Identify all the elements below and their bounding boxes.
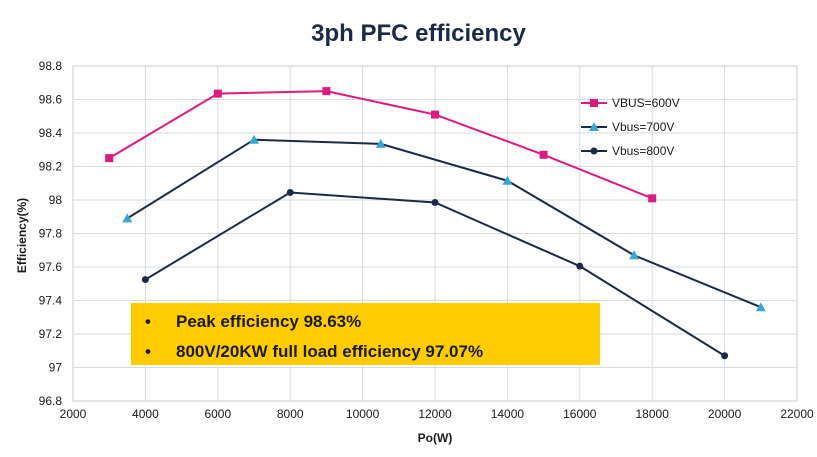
data-point-vbus-800v	[576, 262, 584, 270]
x-tick-label: 14000	[491, 407, 525, 421]
y-tick-label: 97.2	[39, 327, 63, 341]
annotation-box	[131, 303, 600, 365]
x-tick-label: 22000	[780, 407, 814, 421]
legend-marker-vbus-800v	[590, 147, 598, 155]
x-tick-label: 10000	[346, 407, 380, 421]
data-point-vbus-600v	[539, 150, 548, 159]
y-tick-label: 97.8	[39, 227, 63, 241]
x-tick-label: 16000	[563, 407, 597, 421]
data-point-vbus-700v	[755, 302, 766, 312]
series-line-vbus-600v	[108, 90, 653, 200]
chart-title: 3ph PFC efficiency	[311, 20, 526, 47]
data-point-vbus-800v	[721, 352, 729, 360]
x-tick-label: 4000	[132, 407, 159, 421]
y-tick-label: 98.4	[39, 126, 63, 140]
data-point-vbus-600v	[322, 87, 331, 96]
data-point-vbus-700v	[629, 250, 640, 260]
x-tick-label: 2000	[60, 407, 87, 421]
annotation-bullet: •	[145, 312, 151, 331]
legend-marker-vbus-600v	[590, 99, 598, 107]
x-tick-label: 20000	[708, 407, 742, 421]
y-tick-label: 98.2	[39, 160, 63, 174]
legend-label: Vbus=700V	[612, 120, 674, 134]
x-tick-label: 12000	[418, 407, 452, 421]
y-tick-label: 97	[49, 361, 63, 375]
annotation-text: 800V/20KW full load efficiency 97.07%	[176, 342, 483, 361]
data-point-vbus-600v	[431, 110, 439, 119]
data-point-vbus-600v	[648, 194, 657, 203]
y-tick-label: 96.8	[39, 394, 63, 408]
y-tick-label: 98	[49, 193, 63, 207]
legend-label: Vbus=800V	[612, 144, 674, 158]
x-axis-label: Po(W)	[418, 431, 453, 445]
y-tick-label: 98.6	[39, 93, 63, 107]
y-tick-label: 97.6	[39, 260, 63, 274]
x-tick-label: 6000	[204, 407, 231, 421]
x-tick-label: 18000	[636, 407, 670, 421]
data-point-vbus-600v	[213, 89, 222, 98]
series-line-vbus-700v	[126, 138, 762, 309]
data-point-vbus-700v	[122, 213, 133, 223]
annotation-bullet: •	[145, 342, 151, 361]
y-axis-label: Efficiency(%)	[15, 198, 29, 273]
annotation-text: Peak efficiency 98.63%	[176, 312, 361, 331]
legend-label: VBUS=600V	[612, 96, 680, 110]
data-point-vbus-700v	[375, 138, 386, 148]
y-tick-label: 98.8	[39, 59, 63, 73]
data-point-vbus-700v	[502, 175, 513, 185]
data-point-vbus-800v	[286, 188, 294, 196]
data-point-vbus-700v	[249, 134, 259, 144]
data-point-vbus-800v	[141, 276, 149, 284]
data-point-vbus-800v	[431, 199, 439, 207]
data-point-vbus-600v	[105, 154, 114, 163]
plot-area-border	[72, 65, 798, 402]
legend-marker-vbus-700v	[589, 122, 599, 131]
x-tick-label: 8000	[277, 407, 304, 421]
y-tick-label: 97.4	[39, 294, 63, 308]
